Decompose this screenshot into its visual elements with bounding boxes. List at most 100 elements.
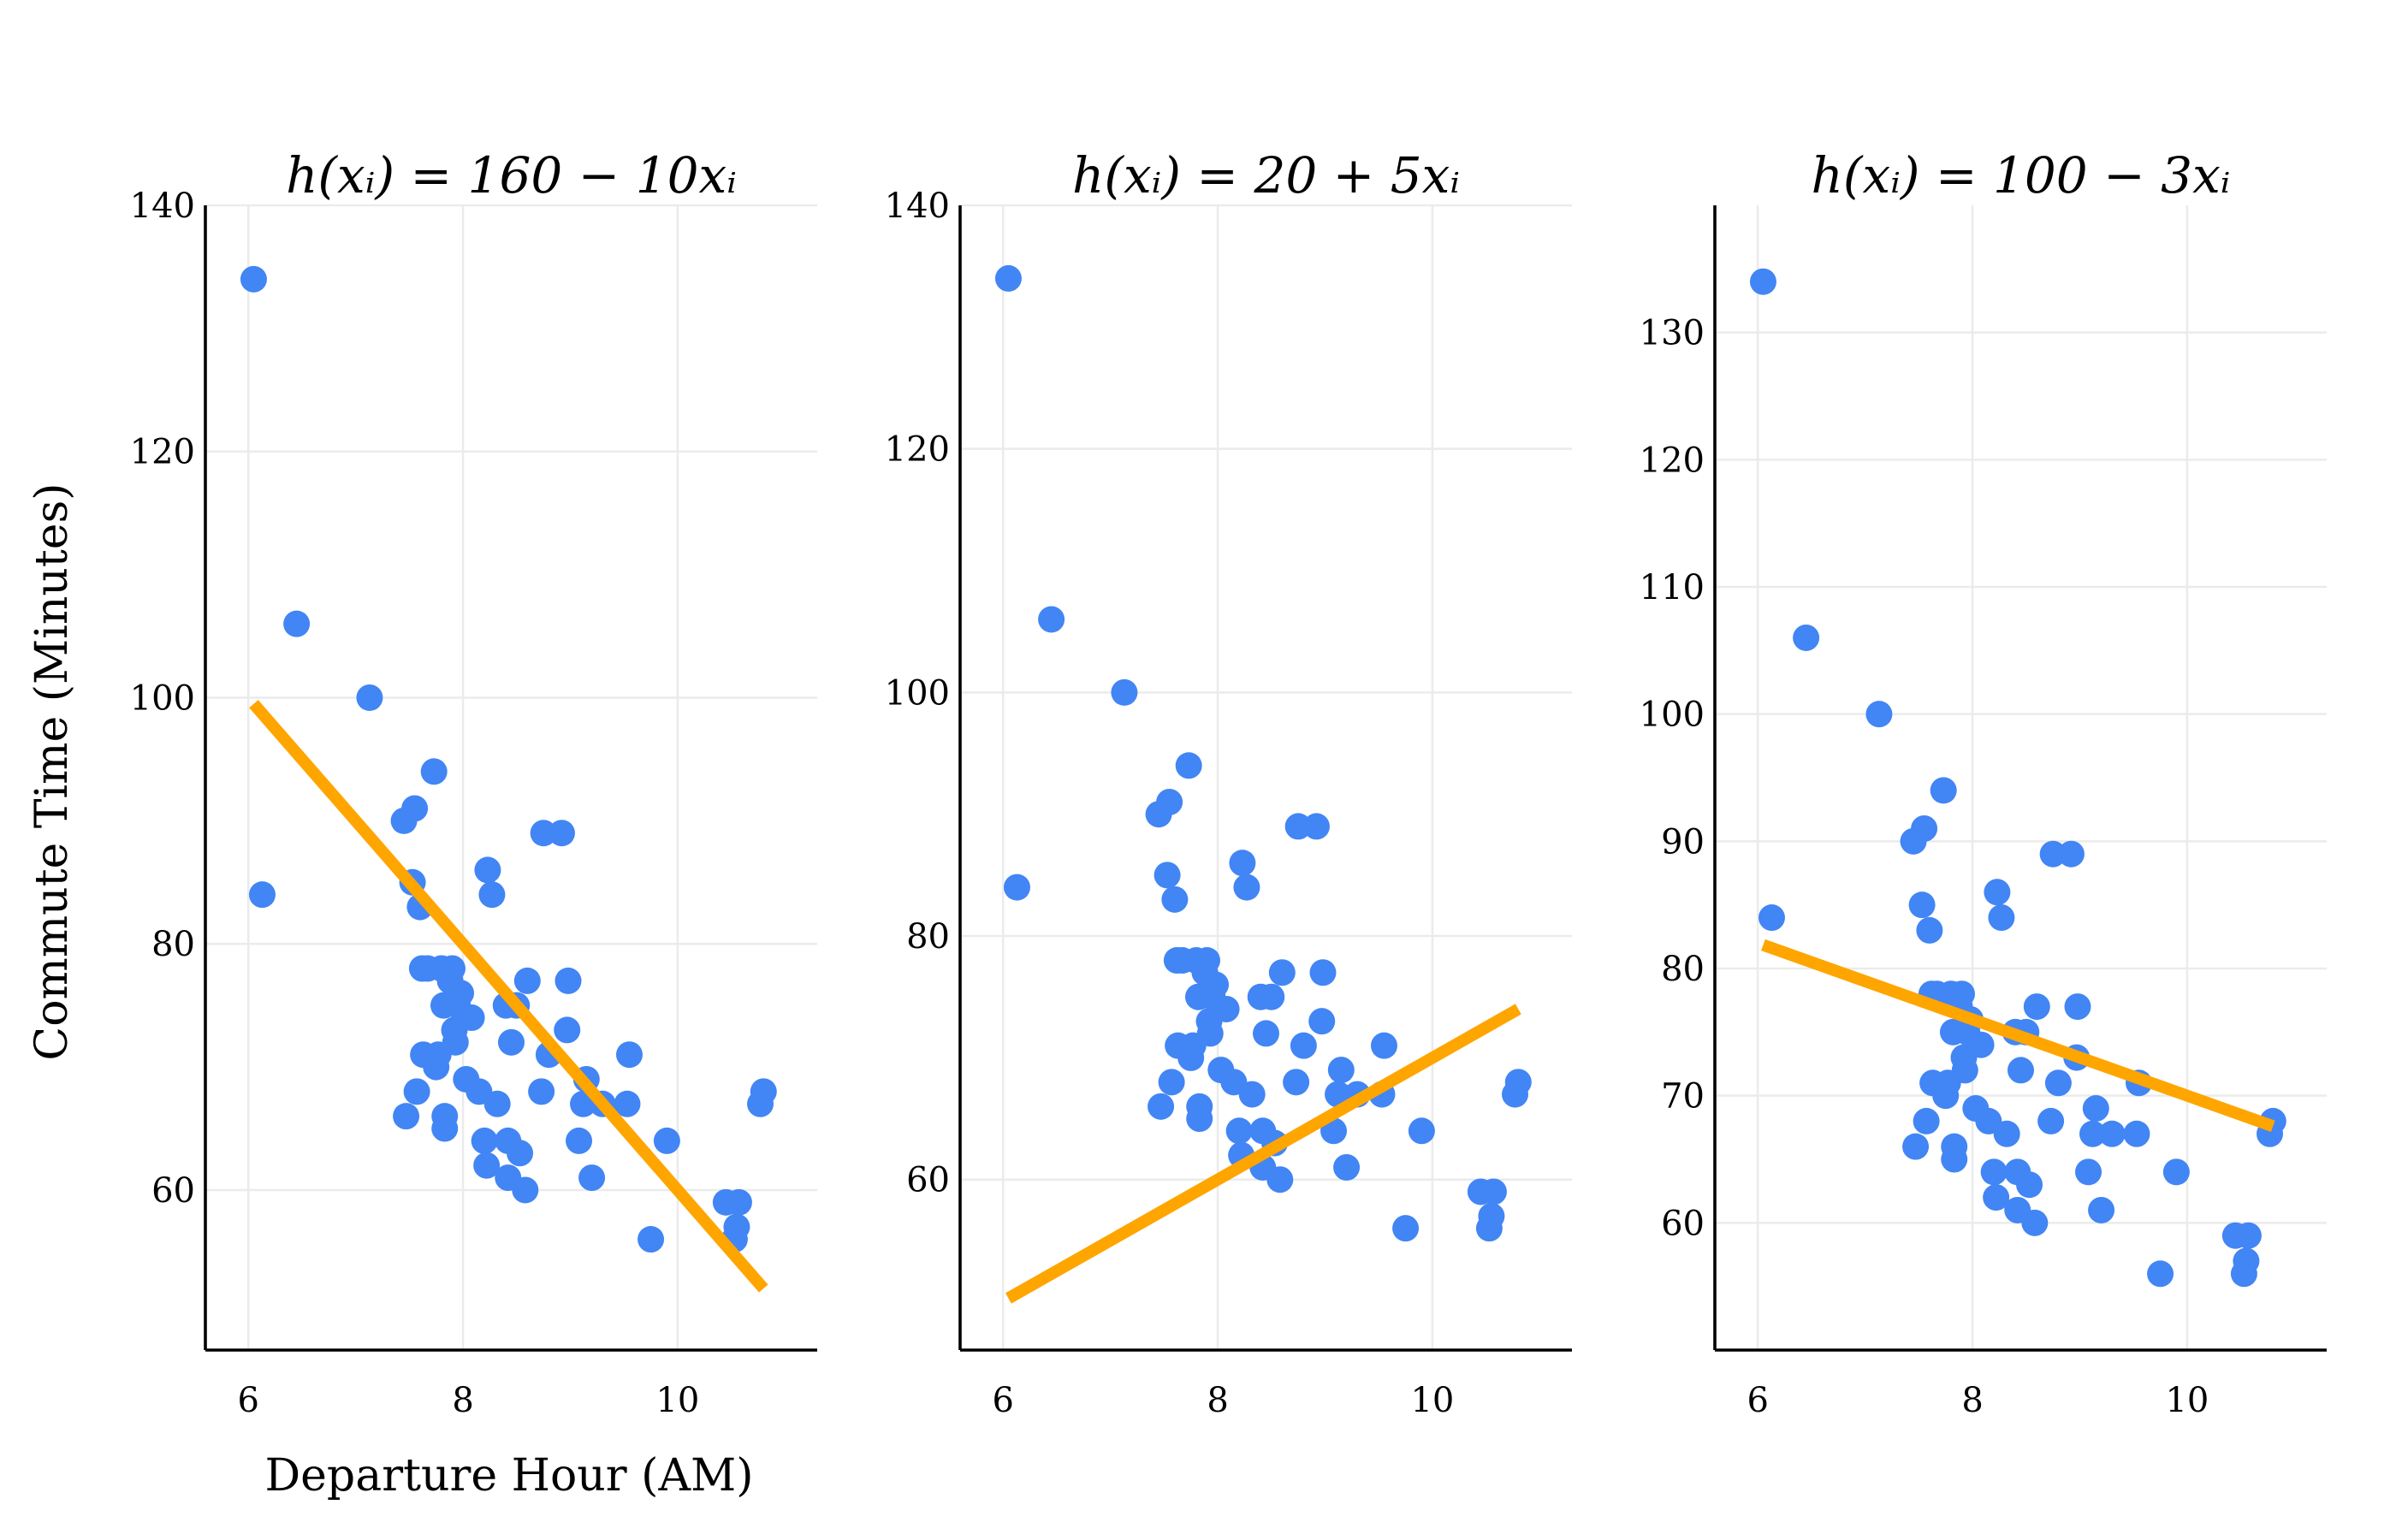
data-point	[578, 1164, 606, 1192]
y-tick-label: 90	[1661, 822, 1705, 862]
data-point	[507, 1140, 534, 1167]
data-point	[1908, 891, 1936, 919]
data-point	[1111, 678, 1138, 706]
data-point	[1161, 886, 1189, 913]
y-tick-label: 140	[885, 187, 950, 226]
data-point	[1154, 862, 1181, 889]
data-point	[1333, 1153, 1361, 1181]
data-point	[1284, 813, 1312, 840]
panel-title: h(xᵢ) = 100 − 3xᵢ	[1812, 146, 2231, 204]
data-point	[1478, 1202, 1505, 1229]
y-tick-label: 60	[1661, 1204, 1705, 1243]
data-point	[1984, 879, 2011, 906]
data-point	[1865, 701, 1893, 728]
data-point	[1911, 814, 1938, 842]
panel-3: 6 8 10 60 70 80 90 100 110 120 130 h(xᵢ) = 100 − 3x…	[1640, 146, 2327, 1420]
data-point	[653, 1127, 680, 1154]
data-point	[1988, 904, 2015, 932]
x-tick-label: 8	[452, 1381, 473, 1420]
data-point	[356, 684, 383, 711]
data-point	[1793, 624, 1820, 651]
data-point	[2023, 993, 2050, 1021]
data-point	[554, 1016, 581, 1044]
data-point	[750, 1078, 777, 1105]
data-point	[555, 967, 582, 994]
x-tick-label: 6	[1747, 1381, 1768, 1420]
data-point	[1038, 606, 1065, 633]
data-point	[1392, 1215, 1420, 1242]
data-point	[2057, 840, 2085, 868]
data-point	[2162, 1158, 2190, 1186]
data-point	[458, 1004, 485, 1032]
data-point	[1983, 1184, 2010, 1211]
data-point	[1941, 1146, 1968, 1173]
data-point	[2233, 1247, 2260, 1275]
data-point	[1266, 1166, 1294, 1194]
data-point	[2082, 1095, 2109, 1122]
data-point	[478, 881, 506, 909]
data-point	[725, 1188, 752, 1216]
data-point	[638, 1226, 665, 1253]
data-point	[1202, 971, 1230, 998]
data-point	[1253, 1020, 1279, 1047]
data-point	[1749, 268, 1776, 295]
data-point	[1302, 813, 1330, 840]
x-tick-label: 8	[1961, 1381, 1983, 1420]
data-point	[2021, 1209, 2049, 1236]
data-point	[2079, 1120, 2107, 1147]
data-point	[566, 1127, 593, 1154]
y-tick-label: 120	[1640, 441, 1705, 480]
data-point	[1480, 1178, 1507, 1205]
data-point	[1309, 959, 1337, 986]
data-point	[614, 1090, 641, 1117]
y-tick-label: 110	[1640, 568, 1705, 607]
data-point	[2234, 1222, 2262, 1249]
data-point	[1194, 947, 1221, 974]
data-point	[2008, 1057, 2034, 1084]
data-point	[2147, 1260, 2174, 1288]
data-point	[530, 820, 557, 847]
y-tick-label: 80	[906, 917, 950, 957]
data-point	[483, 1090, 511, 1117]
data-point	[1916, 916, 1943, 944]
data-point	[442, 1028, 469, 1056]
data-point	[1238, 1081, 1266, 1108]
data-point	[283, 610, 311, 637]
data-point	[2088, 1196, 2115, 1223]
data-point	[420, 758, 448, 785]
data-point	[2064, 993, 2091, 1021]
data-point	[2016, 1171, 2043, 1199]
data-point	[1258, 983, 1285, 1010]
data-point	[1370, 1032, 1397, 1059]
model-line	[1005, 1004, 1521, 1304]
data-point	[2098, 1120, 2126, 1147]
x-tick-label: 6	[992, 1381, 1013, 1420]
y-tick-label: 140	[130, 187, 195, 226]
data-point	[1213, 995, 1240, 1022]
data-point	[448, 980, 475, 1007]
y-tick-label: 100	[885, 673, 950, 713]
data-point	[2044, 1069, 2072, 1097]
data-point	[473, 1152, 501, 1179]
data-point	[1308, 1008, 1336, 1035]
panel-2: 6 8 10 60 80 100 120 140 h(xᵢ) = 20 + 5xᵢ	[885, 146, 1572, 1420]
y-tick-label: 130	[1640, 314, 1705, 353]
data-point	[439, 955, 466, 982]
x-tick-label: 10	[1410, 1381, 1454, 1420]
data-point	[513, 967, 541, 994]
data-point	[512, 1176, 539, 1204]
data-point	[474, 856, 501, 884]
data-point	[1913, 1107, 1940, 1134]
data-point	[548, 820, 575, 847]
panel-title: h(xᵢ) = 160 − 10xᵢ	[286, 146, 737, 204]
data-point	[2037, 1107, 2065, 1134]
data-point	[1408, 1117, 1435, 1145]
data-point	[401, 795, 429, 822]
data-point	[528, 1078, 555, 1105]
data-point	[471, 1127, 498, 1154]
data-point	[1175, 752, 1202, 779]
data-point	[431, 1115, 459, 1142]
panel-1: 6 8 10 60 80 100 120 140 h(xᵢ) = 160 − 10xᵢ	[130, 146, 817, 1420]
y-tick-label: 120	[885, 430, 950, 470]
